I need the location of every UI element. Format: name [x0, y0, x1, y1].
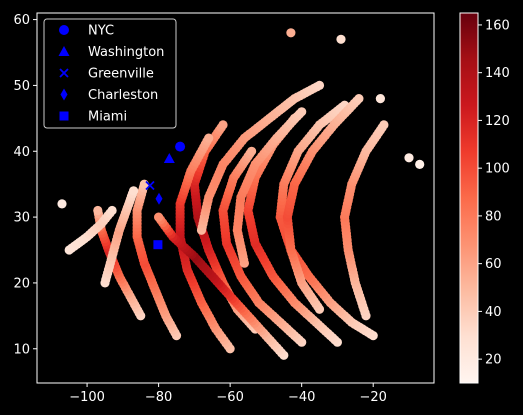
legend-label: Greenville — [88, 67, 154, 82]
city-marker-charleston — [155, 192, 163, 205]
y-tick-label: 50 — [13, 79, 30, 94]
track-point — [93, 205, 103, 216]
colorbar-tick-label: 100 — [485, 162, 510, 177]
city-marker-washington — [163, 153, 175, 163]
x-tick-label: −60 — [216, 390, 243, 405]
legend-marker-charleston — [60, 88, 68, 101]
colorbar-tick-label: 60 — [485, 257, 502, 272]
track-point — [107, 205, 117, 216]
legend: NYC Washington Greenville Charleston Miami — [43, 18, 177, 129]
legend-marker-nyc — [59, 25, 69, 35]
y-axis: 10 20 30 40 50 60 — [13, 13, 37, 357]
track-point — [297, 107, 307, 117]
legend-label: Charleston — [88, 88, 158, 103]
legend-marker-greenville — [59, 68, 69, 78]
legend-label: NYC — [88, 24, 114, 39]
x-axis: −100 −80 −60 −40 −20 — [69, 383, 387, 405]
x-tick-label: −80 — [145, 390, 172, 405]
track-point — [314, 80, 325, 90]
city-marker-greenville — [145, 180, 155, 191]
colorbar-tick-label: 40 — [485, 305, 502, 320]
city-marker-miami — [153, 240, 163, 250]
y-tick-label: 60 — [13, 13, 30, 28]
colorbar-frame — [459, 12, 479, 384]
x-tick-label: −40 — [288, 390, 315, 405]
y-tick-label: 30 — [13, 211, 30, 226]
track-point — [375, 94, 385, 104]
colorbar-tick-label: 80 — [485, 209, 502, 224]
colorbar-tick-label: 140 — [485, 66, 510, 81]
city-marker-nyc — [175, 141, 186, 152]
legend-marker-washington — [58, 46, 70, 56]
track-point — [379, 120, 389, 130]
track-point — [247, 146, 257, 156]
legend-box — [43, 18, 177, 129]
colorbar-tick-label: 160 — [485, 18, 510, 33]
legend-label: Miami — [88, 110, 127, 125]
x-tick-label: −20 — [359, 390, 386, 405]
track-point — [204, 133, 214, 143]
track-point — [404, 153, 414, 163]
track-point — [354, 94, 364, 104]
track-point — [218, 120, 228, 130]
legend-marker-miami — [59, 111, 69, 121]
plot-frame — [36, 12, 435, 384]
track-point — [336, 34, 346, 44]
colorbar: 20 40 60 80 100 120 140 160 — [459, 12, 510, 384]
city-markers — [145, 141, 186, 250]
x-tick-label: −100 — [69, 390, 105, 405]
y-tick-label: 40 — [13, 145, 30, 160]
legend-label: Washington — [88, 45, 164, 60]
colorbar-gradient — [460, 13, 478, 383]
track-point — [154, 212, 164, 222]
track-point — [57, 199, 67, 209]
y-tick-label: 10 — [13, 342, 30, 357]
colorbar-tick-label: 120 — [485, 114, 510, 129]
track-point — [286, 28, 296, 38]
y-tick-label: 20 — [13, 276, 30, 291]
track-point — [129, 186, 139, 196]
scatter-points — [57, 28, 425, 360]
track-point — [415, 159, 425, 169]
colorbar-tick-label: 20 — [485, 353, 502, 368]
